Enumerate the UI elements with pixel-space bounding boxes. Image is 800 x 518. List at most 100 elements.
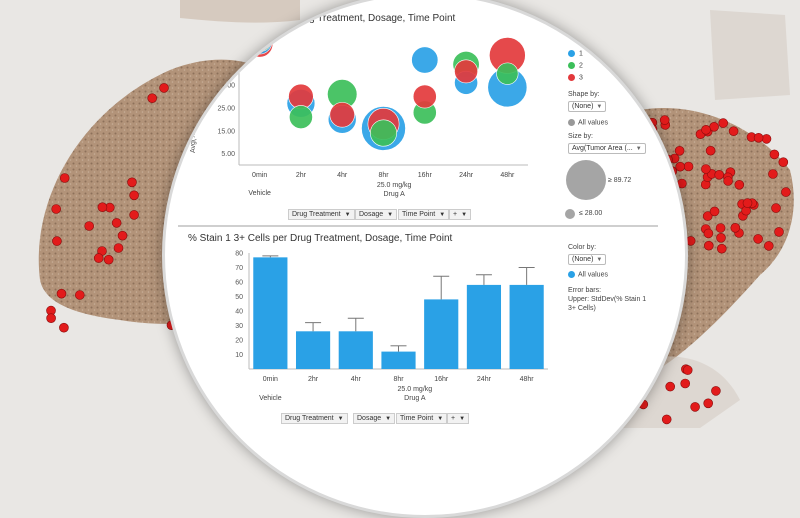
bubble-series-2 — [369, 119, 397, 147]
red-cell-marker — [703, 398, 714, 409]
red-cell-marker — [103, 254, 114, 265]
top-x-tick-label: 48hr — [500, 172, 515, 179]
size-small-marker — [565, 209, 575, 219]
magnifier-lens: Drug Treatment, Dosage, Time Point 40 3 5.… — [162, 0, 688, 518]
red-cell-marker — [690, 402, 700, 412]
top-y-tick-label: 25.00 — [217, 105, 235, 112]
red-cell-marker — [714, 170, 725, 180]
chevron-down-icon: ▼ — [437, 416, 444, 422]
top-chart-title: Drug Treatment, Dosage, Time Point — [293, 13, 456, 24]
toolbar-label: + — [451, 415, 456, 422]
red-cell-marker — [705, 145, 716, 156]
chevron-down-icon: ▼ — [337, 416, 344, 422]
bottom-y-tick-label: 50 — [235, 294, 243, 301]
red-cell-marker — [716, 243, 727, 254]
tissue-top-fragment — [180, 0, 300, 23]
red-cell-marker — [742, 198, 753, 208]
size-by-dropdown[interactable]: Avg(Tumor Area (... ▼ — [568, 143, 646, 154]
shape-all-values: All values — [568, 119, 608, 126]
top-x-tick-label: 0min — [252, 172, 267, 179]
red-cell-marker — [781, 187, 791, 197]
top-group-dose: 25.0 mg/kg — [377, 182, 412, 189]
bubble-series-1 — [411, 46, 439, 74]
toolbar-label: Drug Treatment — [292, 211, 341, 218]
bottom-x-tick-label: 24hr — [477, 376, 492, 383]
grey-dot-icon — [568, 119, 575, 126]
bottom-y-tick-label: 40 — [235, 309, 243, 316]
top-x-tick-label: 24hr — [459, 172, 474, 179]
error-bars-text-2: 3+ Cells) — [568, 305, 596, 312]
red-cell-marker — [129, 210, 139, 220]
red-cell-marker — [702, 211, 713, 221]
chevron-down-icon: ▼ — [461, 212, 468, 218]
red-cell-marker — [768, 169, 778, 179]
blue-dot-icon — [568, 271, 575, 278]
red-cell-marker — [680, 378, 691, 389]
bottom-y-tick-label: 10 — [235, 352, 243, 359]
bottom-toolbar-dosage[interactable]: Dosage ▼ — [353, 413, 396, 424]
toolbar-label: Time Point — [400, 415, 434, 422]
top-toolbar-drug-treatment[interactable]: Drug Treatment ▼ — [288, 209, 355, 220]
red-cell-marker — [665, 381, 676, 392]
red-cell-marker — [715, 223, 726, 233]
red-cell-marker — [683, 161, 694, 172]
red-cell-marker — [75, 290, 85, 300]
chevron-down-icon: ▼ — [385, 416, 392, 422]
bubble-series-3 — [329, 102, 355, 128]
red-cell-marker — [675, 161, 686, 172]
shape-by-dropdown[interactable]: (None) ▼ — [568, 101, 607, 112]
red-cell-marker — [147, 93, 157, 103]
bar-48hr — [509, 284, 544, 369]
bubble-series-2 — [289, 105, 313, 129]
top-toolbar-dosage[interactable]: Dosage ▼ — [355, 209, 398, 220]
toolbar-label: Time Point — [402, 211, 436, 218]
shape-by-label: Shape by: — [568, 91, 600, 98]
panel-divider — [178, 225, 658, 227]
red-cell-marker — [774, 227, 784, 237]
chevron-down-icon: ▼ — [459, 416, 466, 422]
bottom-x-tick-label: 2hr — [308, 376, 319, 383]
size-by-label: Size by: — [568, 133, 593, 140]
color-by-label: Color by: — [568, 244, 597, 251]
bottom-x-tick-label: 8hr — [393, 376, 404, 383]
color-by-dropdown[interactable]: (None) ▼ — [568, 254, 607, 265]
bottom-x-tick-label: 48hr — [520, 376, 535, 383]
size-min-label: ≤ 28.00 — [579, 210, 603, 217]
color-by-value: (None) — [572, 256, 594, 263]
red-cell-marker — [771, 203, 781, 213]
bottom-toolbar-drug-treatment[interactable]: Drug Treatment ▼ — [281, 413, 348, 424]
top-toolbar-add[interactable]: + ▼ — [449, 209, 472, 220]
top-y-tick-label: 40 — [227, 64, 235, 71]
bottom-y-tick-label: 70 — [235, 265, 243, 272]
red-cell-marker — [701, 164, 711, 174]
size-large-marker — [566, 160, 606, 200]
chevron-down-icon: ▼ — [344, 212, 351, 218]
size-max-label: ≥ 89.72 — [608, 177, 632, 184]
red-cell-marker — [117, 230, 128, 241]
toolbar-label: + — [453, 211, 458, 218]
bottom-group-vehicle: Vehicle — [259, 395, 282, 402]
bottom-toolbar-add[interactable]: + ▼ — [447, 413, 470, 424]
bubble-series-2 — [496, 62, 519, 85]
top-y-tick-label: 5.00 — [221, 151, 235, 158]
chevron-down-icon: ▼ — [596, 257, 603, 263]
red-cell-marker — [56, 288, 67, 299]
red-cell-marker — [59, 173, 70, 183]
red-cell-marker — [46, 313, 56, 324]
bottom-toolbar-time-point[interactable]: Time Point ▼ — [396, 413, 448, 424]
bottom-x-tick-label: 16hr — [434, 376, 449, 383]
red-cell-marker — [51, 204, 62, 214]
red-cell-marker — [52, 236, 62, 246]
red-cell-marker — [723, 176, 733, 186]
red-cell-marker — [97, 202, 108, 212]
top-toolbar-time-point[interactable]: Time Point ▼ — [398, 209, 450, 220]
red-cell-marker — [709, 122, 719, 132]
toolbar-label: Dosage — [357, 415, 382, 422]
shape-all-values-label: All values — [578, 119, 608, 127]
toolbar-label: Drug Treatment — [285, 415, 334, 422]
bottom-y-tick-label: 20 — [235, 338, 243, 345]
red-cell-marker — [753, 234, 763, 244]
legend-item-3: 3 — [568, 74, 583, 81]
top-x-tick-label: 8hr — [378, 172, 389, 179]
bar-4hr — [338, 331, 373, 369]
